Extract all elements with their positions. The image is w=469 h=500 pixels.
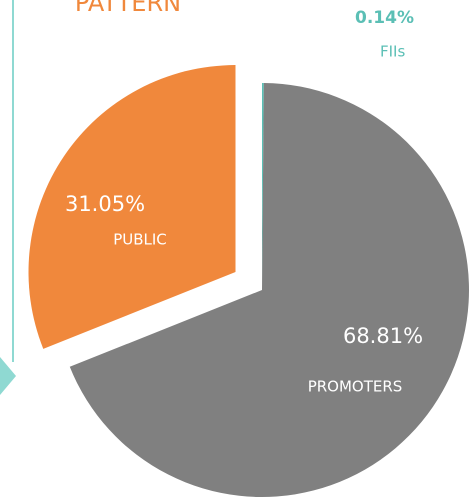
pie-slice [28,65,236,349]
side-arrow [0,357,16,395]
pie-slice [262,83,264,290]
value-label: 0.14% [355,8,414,28]
category-label: FIIs [380,43,405,61]
value-label: 31.05% [65,192,145,216]
value-label: 68.81% [343,324,423,348]
pie-slice [69,83,469,498]
category-label: PROMOTERS [308,378,403,396]
chart-title: PATTERN [75,0,181,17]
category-label: PUBLIC [113,231,167,249]
